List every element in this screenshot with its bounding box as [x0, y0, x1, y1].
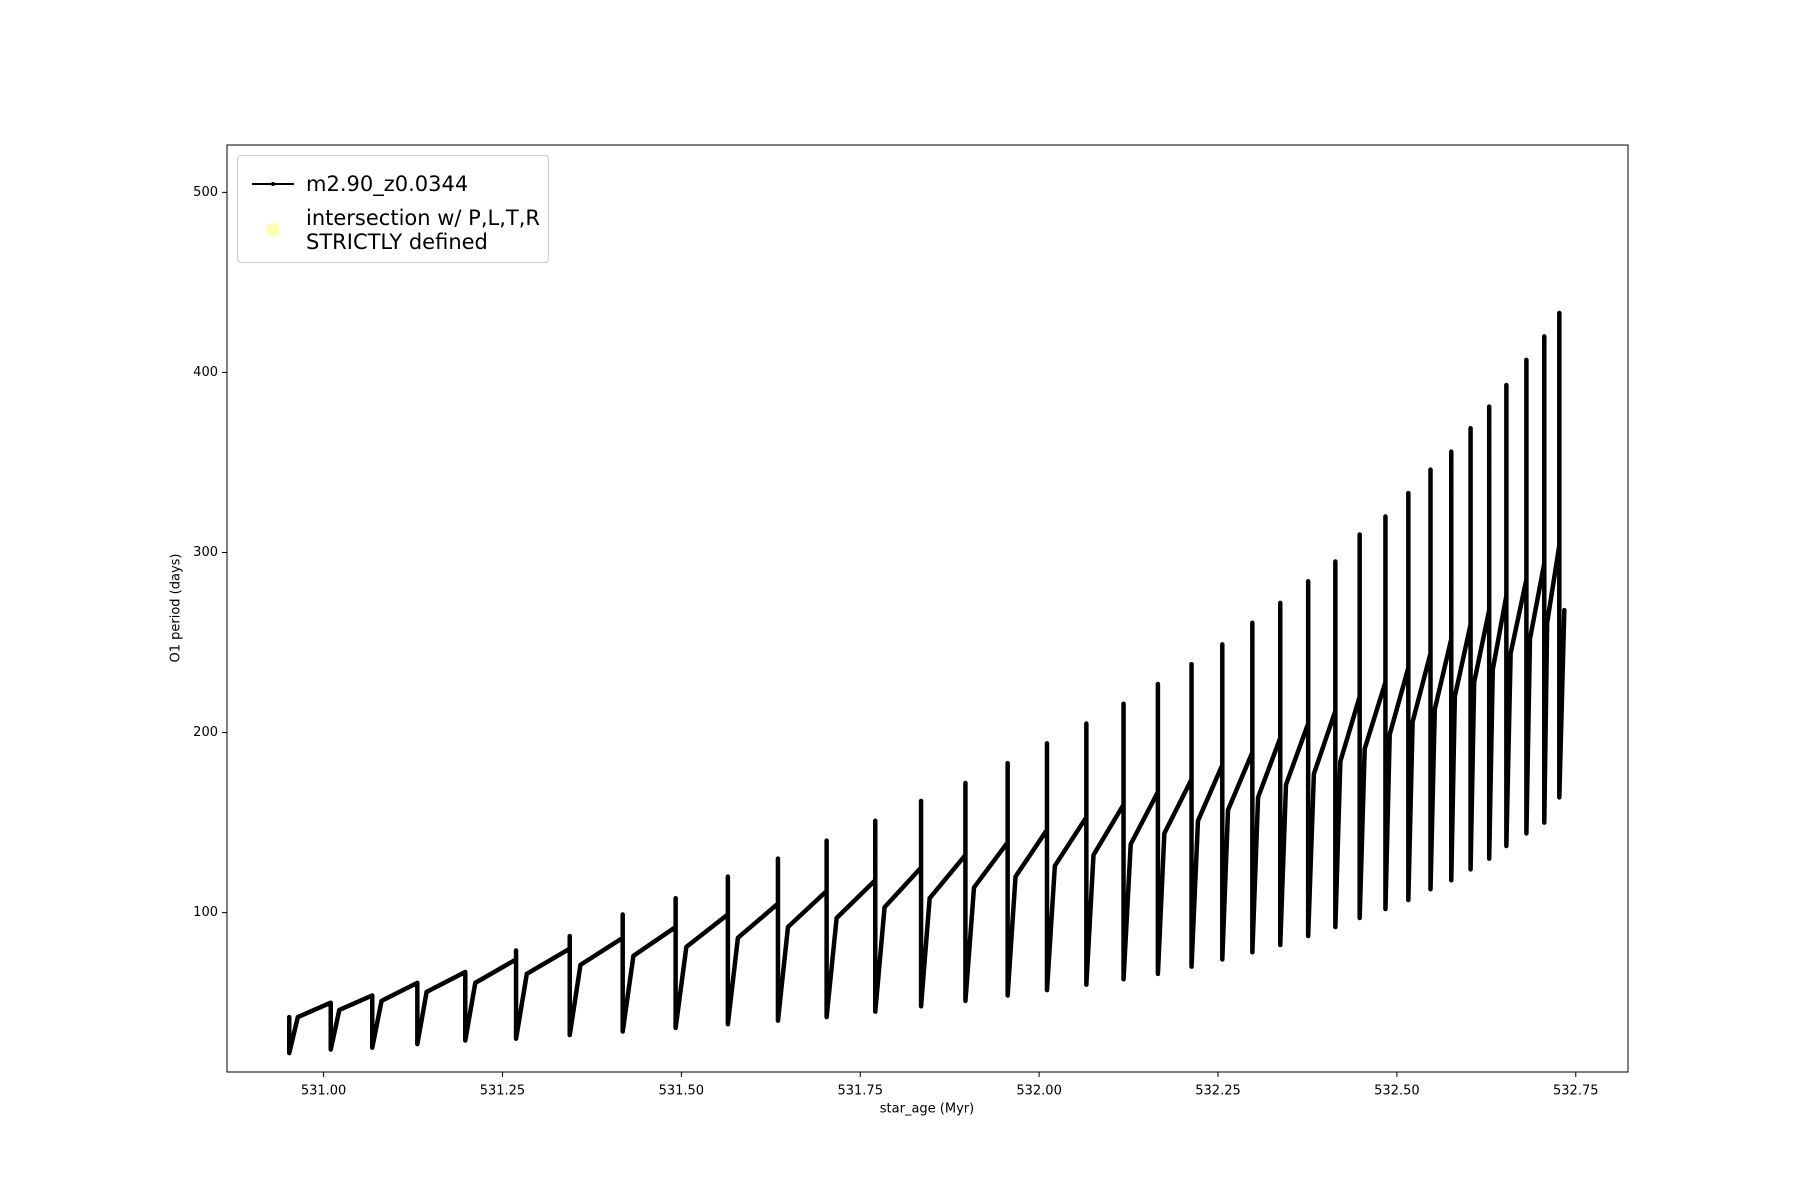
legend-label: intersection w/ P,L,T,R STRICTLY defined — [306, 206, 540, 254]
legend-key — [252, 182, 294, 186]
legend-entry: intersection w/ P,L,T,R STRICTLY defined — [246, 206, 540, 254]
x-tick-label: 532.75 — [1553, 1084, 1599, 1099]
x-tick-label: 532.50 — [1374, 1084, 1420, 1099]
x-tick-label: 532.25 — [1195, 1084, 1241, 1099]
legend-key — [266, 223, 280, 237]
legend-marker — [266, 223, 280, 237]
x-tick-label: 531.25 — [480, 1084, 526, 1099]
legend-marker — [271, 182, 275, 186]
x-tick-label: 531.00 — [301, 1084, 347, 1099]
y-tick-label: 200 — [193, 725, 218, 740]
y-tick-label: 400 — [193, 365, 218, 380]
series-line — [287, 310, 1567, 1056]
y-tick-label: 300 — [193, 545, 218, 560]
legend-entry: m2.90_z0.0344 — [246, 164, 540, 204]
x-axis-label: star_age (Myr) — [880, 1102, 974, 1117]
x-tick-label: 532.00 — [1016, 1084, 1062, 1099]
y-tick-label: 500 — [193, 185, 218, 200]
x-tick-label: 531.50 — [659, 1084, 705, 1099]
legend: m2.90_z0.0344 intersection w/ P,L,T,R STR… — [237, 155, 549, 263]
y-tick-label: 100 — [193, 905, 218, 920]
plot-frame — [226, 144, 1629, 1073]
x-tick-label: 531.75 — [837, 1084, 883, 1099]
legend-label: m2.90_z0.0344 — [306, 172, 469, 196]
y-axis-label: O1 period (days) — [169, 553, 184, 662]
